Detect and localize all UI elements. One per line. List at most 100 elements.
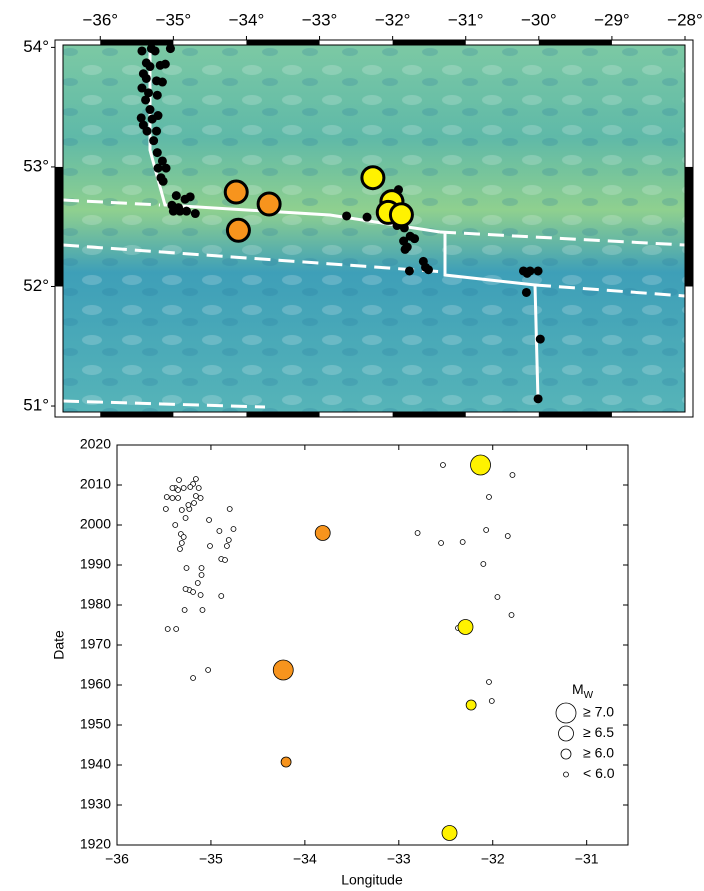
event bbox=[363, 213, 372, 222]
event-point bbox=[223, 558, 228, 563]
event bbox=[342, 211, 351, 220]
event bbox=[186, 192, 195, 201]
event bbox=[153, 148, 162, 157]
legend-label: ≥ 7.0 bbox=[583, 704, 614, 720]
event-point bbox=[439, 541, 444, 546]
x-axis-label: Longitude bbox=[341, 872, 403, 888]
x-tick-label: −32° bbox=[375, 10, 411, 29]
event-point bbox=[219, 594, 224, 599]
event-point bbox=[505, 534, 510, 539]
border-band bbox=[539, 412, 612, 417]
event bbox=[536, 335, 545, 344]
event bbox=[141, 95, 150, 104]
event bbox=[145, 105, 154, 114]
y-tick-label: 1970 bbox=[80, 636, 111, 652]
x-tick-label: −32 bbox=[481, 851, 505, 867]
event-point bbox=[186, 503, 191, 508]
scatter-panel: Longitude Date MW −36−35−34−33−32−311920… bbox=[51, 436, 628, 888]
event bbox=[153, 91, 162, 100]
event-large bbox=[225, 181, 247, 203]
event bbox=[162, 164, 171, 173]
legend-label: ≥ 6.0 bbox=[583, 745, 614, 761]
event bbox=[151, 46, 160, 55]
event-large bbox=[258, 193, 280, 215]
event bbox=[142, 74, 151, 83]
event-point bbox=[188, 485, 193, 490]
event-point bbox=[176, 488, 181, 493]
x-tick-label: −33° bbox=[302, 10, 338, 29]
page: −36°−35°−34°−33°−32°−31°−30°−29°−28°51°5… bbox=[0, 0, 704, 891]
event bbox=[154, 111, 163, 120]
event-large bbox=[227, 219, 249, 241]
figure: −36°−35°−34°−33°−32°−31°−30°−29°−28°51°5… bbox=[0, 0, 704, 891]
event-point bbox=[198, 593, 203, 598]
x-tick-label: −36° bbox=[82, 10, 118, 29]
event bbox=[405, 266, 414, 275]
x-tick-label: −35 bbox=[199, 851, 223, 867]
legend-label: ≥ 6.5 bbox=[583, 724, 614, 740]
y-tick-label: 2020 bbox=[80, 436, 111, 452]
event bbox=[145, 62, 154, 71]
border-band bbox=[100, 40, 173, 45]
event-point bbox=[460, 540, 465, 545]
event-point bbox=[227, 507, 232, 512]
event-point bbox=[193, 477, 198, 482]
event bbox=[191, 209, 200, 218]
event bbox=[158, 78, 167, 87]
event-point bbox=[486, 495, 491, 500]
event-point bbox=[509, 613, 514, 618]
y-tick-label: 1980 bbox=[80, 596, 111, 612]
event bbox=[526, 266, 535, 275]
event-point bbox=[192, 501, 197, 506]
event-point bbox=[281, 757, 291, 767]
event bbox=[410, 234, 419, 243]
event-point bbox=[207, 544, 212, 549]
event bbox=[534, 394, 543, 403]
y-tick-label: 1950 bbox=[80, 716, 111, 732]
event-large bbox=[362, 167, 384, 189]
y-tick-label: 53° bbox=[23, 156, 49, 175]
x-tick-label: −31° bbox=[448, 10, 484, 29]
map-panel: −36°−35°−34°−33°−32°−31°−30°−29°−28°51°5… bbox=[23, 10, 703, 417]
event-point bbox=[442, 826, 457, 841]
event-point bbox=[200, 608, 205, 613]
border-band bbox=[55, 167, 63, 287]
legend-symbol bbox=[556, 703, 576, 723]
event bbox=[143, 127, 152, 136]
x-tick-label: −28° bbox=[667, 10, 703, 29]
y-tick-label: 1990 bbox=[80, 556, 111, 572]
event-point bbox=[484, 528, 489, 533]
legend-symbol bbox=[559, 726, 574, 741]
event-point bbox=[181, 535, 186, 540]
border-band bbox=[100, 412, 173, 417]
y-tick-label: 2010 bbox=[80, 476, 111, 492]
event-point bbox=[181, 486, 186, 491]
x-tick-label: −31 bbox=[575, 851, 599, 867]
event bbox=[159, 177, 168, 186]
event-point bbox=[486, 680, 491, 685]
event-point bbox=[179, 541, 184, 546]
event-point bbox=[206, 668, 211, 673]
event-point bbox=[170, 486, 175, 491]
event-point bbox=[458, 620, 473, 635]
event-point bbox=[198, 496, 203, 501]
event bbox=[401, 245, 410, 254]
x-tick-label: −33 bbox=[387, 851, 411, 867]
event bbox=[172, 191, 181, 200]
event-point bbox=[177, 547, 182, 552]
x-tick-label: −30° bbox=[521, 10, 557, 29]
x-tick-label: −35° bbox=[156, 10, 192, 29]
border-band bbox=[393, 40, 466, 45]
event-point bbox=[273, 660, 293, 680]
border-band bbox=[539, 40, 612, 45]
event-point bbox=[315, 526, 330, 541]
event-point bbox=[179, 508, 184, 513]
y-axis-label: Date bbox=[51, 630, 67, 660]
bathymetry-texture bbox=[63, 45, 685, 412]
event-point bbox=[199, 566, 204, 571]
x-tick-label: −34° bbox=[229, 10, 265, 29]
border-band bbox=[685, 167, 693, 287]
legend-title-sub: W bbox=[584, 690, 594, 701]
event bbox=[154, 164, 163, 173]
legend-symbol bbox=[561, 749, 571, 759]
